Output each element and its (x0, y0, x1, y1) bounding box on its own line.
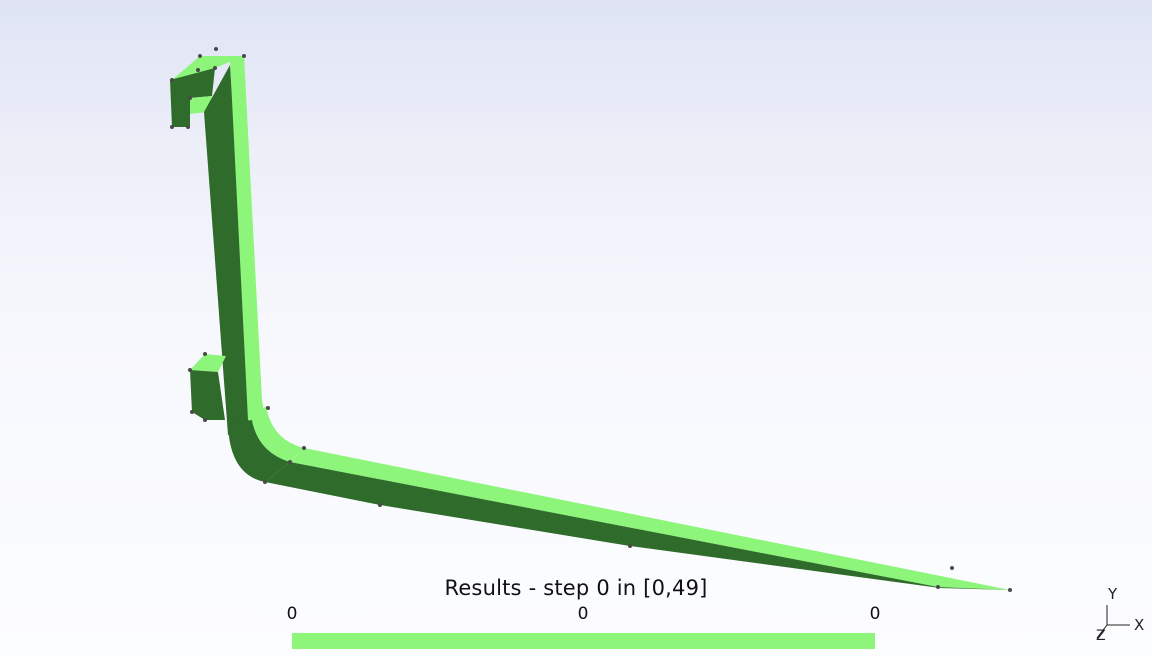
fork-mesh (170, 56, 1010, 590)
shank-dark-face (204, 65, 252, 435)
bend-light (252, 406, 304, 462)
blade-top-face (290, 448, 1010, 590)
upper-hook-top-face (172, 56, 244, 80)
blade-side-face (265, 462, 1010, 590)
legend-color-bar (292, 633, 875, 649)
lower-hook-dark (190, 370, 225, 420)
z-axis-label: Z (1096, 628, 1106, 644)
mesh-nodes (170, 47, 1012, 592)
bend-dark (228, 420, 290, 482)
axis-triad: Y X Z (1096, 585, 1144, 644)
shank-light-face (230, 56, 266, 425)
y-axis-label: Y (1107, 585, 1118, 603)
x-axis-label: X (1134, 616, 1144, 634)
legend-tick-mid: 0 (577, 604, 589, 624)
z-axis-line (1096, 624, 1108, 639)
upper-hook-front (170, 68, 215, 127)
results-title: Results - step 0 in [0,49] (444, 576, 708, 600)
legend-tick-max: 0 (869, 604, 881, 624)
legend-tick-min: 0 (286, 604, 298, 624)
lower-hook-light (190, 354, 226, 372)
